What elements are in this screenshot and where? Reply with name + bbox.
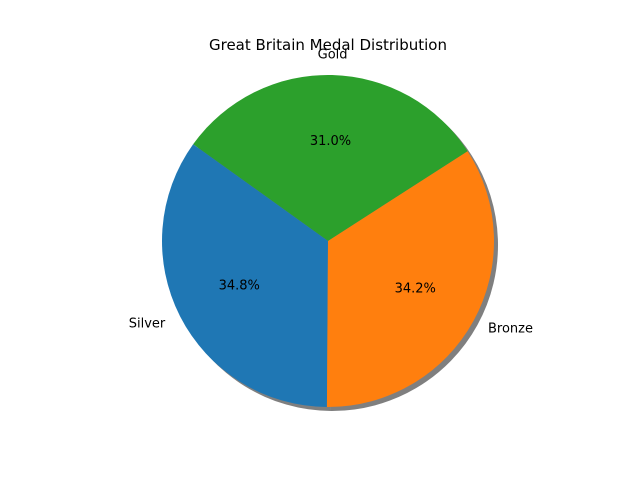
pct-label-bronze: 34.2% <box>395 281 436 296</box>
pie-slices <box>162 74 494 407</box>
slice-label-bronze: Bronze <box>488 321 533 336</box>
pct-label-gold: 31.0% <box>310 134 351 149</box>
slice-label-silver: Silver <box>129 316 166 331</box>
slice-gold <box>193 74 468 241</box>
pct-label-silver: 34.8% <box>219 279 260 294</box>
slice-label-gold: Gold <box>318 47 348 62</box>
pie-labels: 31.0% Gold 34.8% Silver 34.2% Bronze <box>129 47 533 336</box>
slice-silver <box>162 144 328 407</box>
chart-title: Great Britain Medal Distribution <box>209 36 447 54</box>
slice-bronze <box>326 151 494 407</box>
